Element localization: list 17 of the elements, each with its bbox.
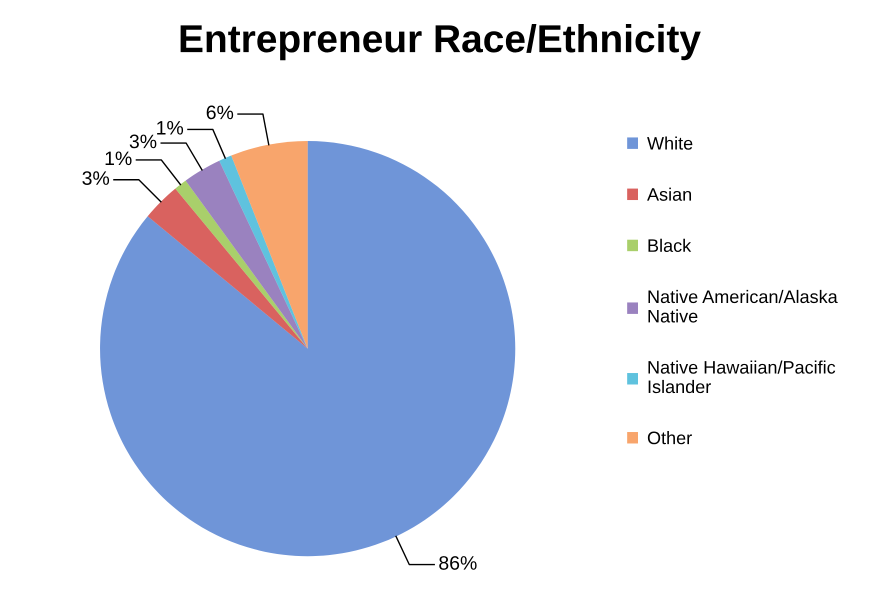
data-label: 6% xyxy=(206,106,234,120)
legend-label: Native Hawaiian/Pacific Islander xyxy=(648,360,836,394)
legend-label: Asian xyxy=(647,188,692,201)
legend-label: White xyxy=(647,136,692,150)
legend-label: Native American/Alaska Native xyxy=(648,290,838,323)
data-label: 3% xyxy=(130,134,156,148)
pie-slice xyxy=(148,188,308,349)
chart-title: Entrepreneur Race/Ethnicity xyxy=(180,24,701,60)
pie-slice xyxy=(231,140,308,349)
data-label: 86% xyxy=(439,556,477,570)
data-label: 1% xyxy=(106,151,132,166)
legend-label: Other xyxy=(648,431,692,444)
data-label: 3% xyxy=(82,171,110,185)
legend-label: Black xyxy=(648,238,692,252)
data-label: 1% xyxy=(157,120,184,135)
pie-slice xyxy=(175,180,308,349)
pie-slice xyxy=(186,160,308,349)
